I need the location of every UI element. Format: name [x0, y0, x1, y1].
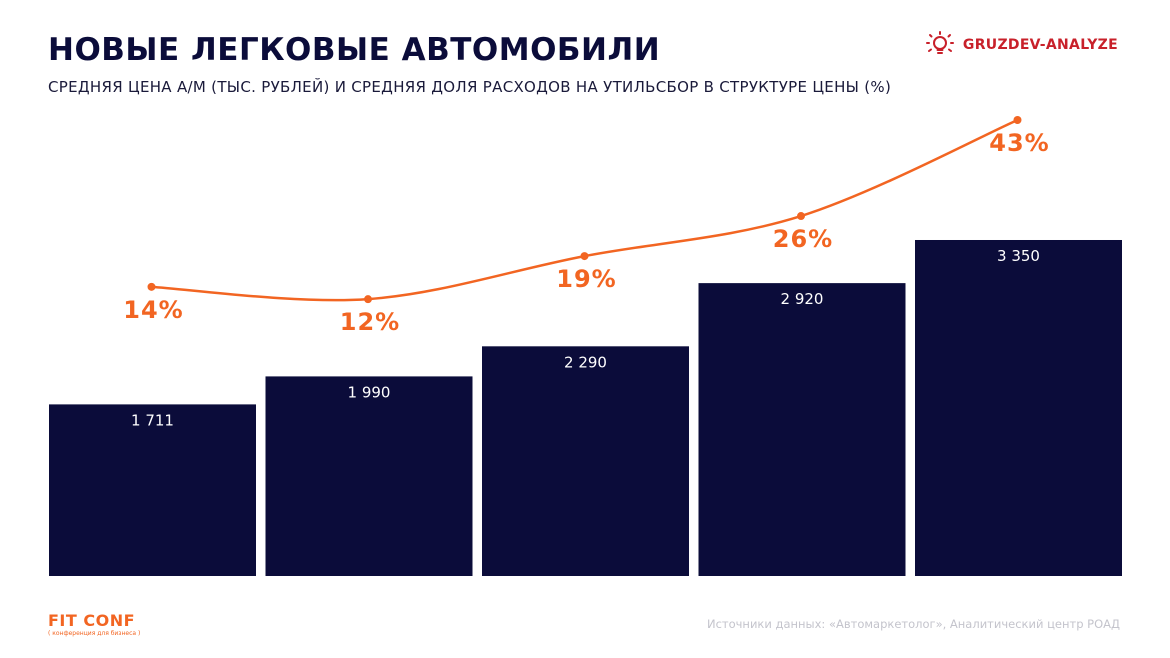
- bar: [265, 376, 473, 576]
- bar-value-label: 2 920: [781, 290, 824, 308]
- fit-conf-logo-text: FIT CONF: [48, 611, 136, 630]
- brand-logo: GRUZDEV-ANALYZE: [925, 30, 1118, 60]
- share-value-label: 19%: [556, 265, 616, 293]
- share-point: [364, 295, 372, 304]
- share-point: [797, 212, 805, 221]
- share-point: [147, 282, 156, 291]
- share-value-label: 43%: [989, 129, 1049, 157]
- fit-conf-logo-tagline: ( конференция для бизнеса ): [48, 630, 141, 637]
- share-value-label: 26%: [773, 225, 833, 253]
- chart-subtitle: СРЕДНЯЯ ЦЕНА А/М (ТЫС. РУБЛЕЙ) И СРЕДНЯЯ…: [48, 78, 892, 96]
- bar-value-label: 1 711: [131, 411, 174, 429]
- share-point: [580, 252, 589, 261]
- bar: [915, 239, 1122, 576]
- data-source-note: Источники данных: «Автомаркетолог», Анал…: [706, 617, 1120, 631]
- page-title: НОВЫЕ ЛЕГКОВЫЕ АВТОМОБИЛИ: [48, 32, 661, 68]
- fit-conf-logo: FIT CONF ( конференция для бизнеса ): [48, 612, 140, 638]
- share-point: [1013, 116, 1022, 124]
- share-value-label: 14%: [123, 296, 183, 324]
- bar-value-label: 2 290: [564, 353, 607, 371]
- bar-value-label: 3 350: [997, 247, 1040, 265]
- brand-name: GRUZDEV-ANALYZE: [962, 37, 1118, 53]
- share-value-label: 12%: [340, 308, 400, 336]
- bar: [49, 404, 256, 576]
- chart: 1 711 1 990 2 290 2 920 3 350 14% 12% 19% 26% 43%: [49, 116, 1122, 576]
- bar: [482, 346, 689, 576]
- bar-value-label: 1 990: [348, 383, 391, 401]
- bar: [698, 283, 906, 576]
- lightbulb-icon: [925, 31, 954, 54]
